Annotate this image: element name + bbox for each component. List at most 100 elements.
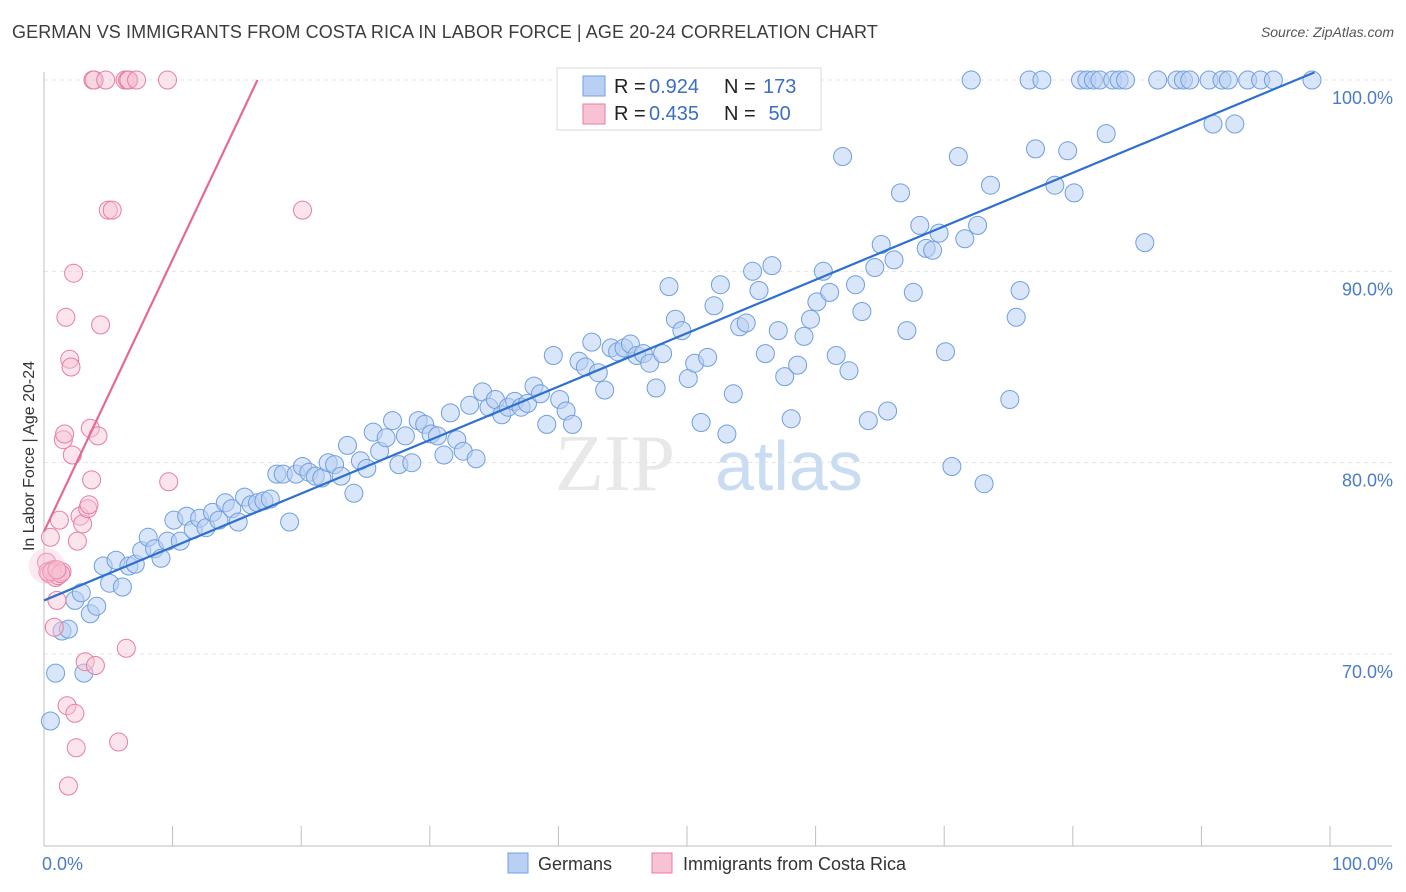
point-germans-67 [466, 449, 486, 469]
point-germans-149 [1006, 307, 1026, 327]
point-germans-127 [852, 302, 872, 321]
point-germans-124 [833, 147, 853, 166]
point-costa-rica-33 [91, 315, 111, 335]
point-germans-122 [820, 282, 840, 302]
point-costa-rica-21 [67, 531, 87, 551]
point-germans-105 [710, 275, 730, 295]
point-germans-142 [948, 147, 968, 166]
point-germans-53 [376, 428, 396, 448]
point-costa-rica-11 [55, 424, 75, 444]
point-germans-153 [1032, 70, 1052, 90]
point-germans-123 [826, 346, 846, 365]
point-germans-133 [891, 183, 910, 203]
x-tick-label-max: 100.0% [1332, 854, 1393, 874]
point-costa-rica-36 [102, 200, 122, 220]
point-costa-rica-19 [65, 703, 85, 723]
y-tick-label-90: 90.0% [1342, 279, 1393, 299]
point-germans-107 [723, 384, 743, 404]
point-costa-rica-31 [85, 656, 105, 675]
watermark-atlas: atlas [715, 427, 863, 505]
point-costa-rica-24 [75, 652, 95, 672]
point-costa-rica-34 [96, 70, 116, 90]
point-costa-rica-2 [40, 527, 60, 547]
point-germans-113 [762, 256, 782, 276]
point-costa-rica-16 [61, 357, 81, 377]
point-germans-85 [582, 332, 602, 352]
point-germans-166 [1148, 70, 1168, 90]
point-germans-97 [659, 277, 679, 297]
point-germans-169 [1180, 70, 1200, 90]
point-costa-rica-0 [37, 552, 57, 572]
point-costa-rica-44 [159, 472, 179, 492]
point-germans-161 [1096, 124, 1116, 144]
point-germans-95 [646, 378, 666, 398]
point-germans-12 [112, 577, 132, 597]
point-costa-rica-43 [158, 70, 177, 90]
legend-r-label-costa-rica: R = [614, 103, 646, 125]
point-germans-109 [736, 313, 756, 333]
point-germans-110 [743, 261, 763, 281]
point-costa-rica-35 [98, 200, 118, 220]
legend-r-value-costa-rica: 0.435 [649, 103, 699, 125]
point-germans-56 [395, 426, 415, 446]
point-costa-rica-18 [64, 263, 84, 283]
legend-swatch-costa-rica [582, 103, 606, 125]
legend-swatch-germans [582, 75, 606, 97]
point-germans-156 [1064, 183, 1084, 203]
point-germans-115 [775, 367, 795, 387]
point-costa-rica-13 [57, 696, 77, 716]
point-germans-106 [717, 424, 737, 444]
point-germans-125 [839, 361, 859, 381]
point-germans-147 [981, 175, 1000, 195]
point-germans-134 [897, 321, 917, 341]
point-germans-150 [1010, 281, 1030, 300]
point-germans-118 [794, 326, 814, 346]
point-germans-135 [903, 282, 923, 302]
point-germans-82 [563, 414, 582, 434]
legend-n-label-costa-rica: N = [724, 103, 756, 125]
point-costa-rica-49 [47, 560, 67, 580]
point-costa-rica-4 [44, 617, 64, 637]
point-germans-8 [87, 596, 107, 616]
point-germans-128 [858, 411, 878, 431]
point-germans-152 [1026, 139, 1045, 159]
point-germans-47 [338, 435, 357, 455]
point-germans-173 [1218, 70, 1238, 90]
point-costa-rica-10 [53, 430, 73, 450]
tick-labels: 70.0% 80.0% 90.0% 100.0% 0.0% 100.0% [42, 88, 1393, 874]
point-germans-1 [46, 663, 66, 683]
point-costa-rica-20 [66, 738, 86, 758]
point-costa-rica-26 [79, 495, 99, 515]
point-germans-27 [209, 510, 229, 530]
point-germans-126 [846, 275, 865, 295]
trend-line-germans [43, 71, 1315, 602]
legend-n-value-costa-rica: 50 [763, 103, 791, 125]
point-germans-116 [781, 409, 801, 429]
x-tick-label-min: 0.0% [42, 854, 83, 874]
legend-bottom: Germans Immigrants from Costa Rica [507, 852, 907, 874]
point-germans-54 [383, 411, 402, 431]
point-costa-rica-14 [58, 776, 78, 796]
point-costa-rica-45 [293, 200, 312, 220]
point-germans-114 [768, 321, 788, 341]
point-germans-138 [923, 240, 943, 260]
point-costa-rica-12 [56, 307, 76, 327]
point-germans-129 [865, 258, 885, 277]
point-germans-164 [1116, 70, 1135, 90]
point-costa-rica-41 [119, 70, 139, 90]
point-costa-rica-37 [109, 732, 129, 752]
point-costa-rica-23 [73, 514, 93, 534]
point-costa-rica-39 [116, 638, 136, 658]
point-germans-94 [640, 353, 660, 373]
point-germans-117 [788, 355, 808, 375]
legend-r-label-germans: R = [614, 76, 646, 98]
chart-title: GERMAN VS IMMIGRANTS FROM COSTA RICA IN … [12, 22, 878, 42]
point-germans-145 [968, 215, 988, 235]
point-germans-104 [704, 296, 724, 316]
point-germans-131 [878, 401, 898, 421]
legend-r-value-germans: 0.924 [649, 76, 699, 98]
point-germans-57 [402, 453, 422, 473]
point-costa-rica-42 [127, 70, 147, 90]
point-germans-79 [543, 346, 563, 365]
